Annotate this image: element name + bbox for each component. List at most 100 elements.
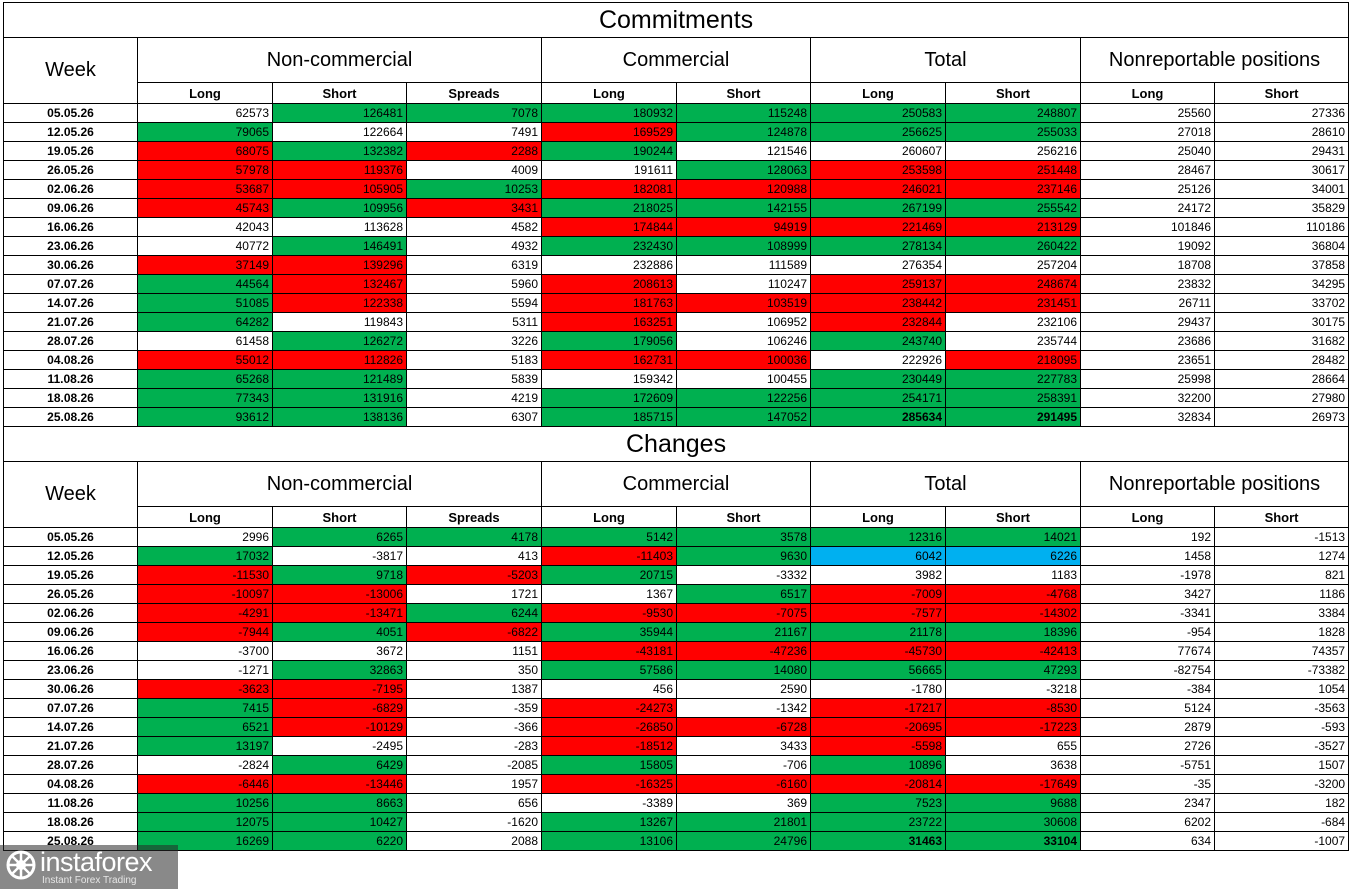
value-cell: -1007 bbox=[1213, 831, 1350, 851]
value-cell: -5203 bbox=[406, 565, 542, 585]
column-header: Long bbox=[541, 82, 677, 104]
column-header: Short bbox=[945, 82, 1081, 104]
value-cell: -2085 bbox=[406, 755, 542, 775]
column-header: Long bbox=[137, 82, 273, 104]
week-cell: 28.07.26 bbox=[3, 755, 138, 775]
value-cell: -16325 bbox=[541, 774, 677, 794]
value-cell: -384 bbox=[1080, 679, 1215, 699]
value-cell: 28467 bbox=[1080, 160, 1215, 180]
value-cell: 119376 bbox=[272, 160, 407, 180]
value-cell: -359 bbox=[406, 698, 542, 718]
week-cell: 16.06.26 bbox=[3, 217, 138, 237]
value-cell: -82754 bbox=[1080, 660, 1215, 680]
value-cell: 7078 bbox=[406, 103, 542, 123]
value-cell: 1151 bbox=[406, 641, 542, 661]
week-cell: 05.05.26 bbox=[3, 103, 138, 123]
value-cell: -18512 bbox=[541, 736, 677, 756]
value-cell: 456 bbox=[541, 679, 677, 699]
week-cell: 07.07.26 bbox=[3, 274, 138, 294]
value-cell: 235744 bbox=[945, 331, 1081, 351]
value-cell: -7944 bbox=[137, 622, 273, 642]
table-row: 25.08.26 16269 6220 2088 13106 24796 31463 3310… bbox=[3, 831, 1350, 851]
value-cell: 248674 bbox=[945, 274, 1081, 294]
week-cell: 18.08.26 bbox=[3, 812, 138, 832]
value-cell: 13106 bbox=[541, 831, 677, 851]
value-cell: 105905 bbox=[272, 179, 407, 199]
value-cell: 100036 bbox=[676, 350, 811, 370]
value-cell: 17032 bbox=[137, 546, 273, 566]
value-cell: 208613 bbox=[541, 274, 677, 294]
value-cell: 255033 bbox=[945, 122, 1081, 142]
value-cell: -20814 bbox=[810, 774, 946, 794]
value-cell: 6244 bbox=[406, 603, 542, 623]
value-cell: 1721 bbox=[406, 584, 542, 604]
value-cell: -26850 bbox=[541, 717, 677, 737]
group-header: Total bbox=[810, 37, 1081, 83]
table-row: 30.06.26 -3623 -7195 1387 456 2590 -1780 -3218-… bbox=[3, 679, 1350, 699]
table-row: 16.06.26 -3700 3672 1151 -43181 -47236 -45730-… bbox=[3, 641, 1350, 661]
value-cell: 25126 bbox=[1080, 179, 1215, 199]
value-cell: 291495 bbox=[945, 407, 1081, 427]
value-cell: -7195 bbox=[272, 679, 407, 699]
value-cell: 6307 bbox=[406, 407, 542, 427]
column-header: Long bbox=[137, 506, 273, 528]
value-cell: 45743 bbox=[137, 198, 273, 218]
value-cell: 35944 bbox=[541, 622, 677, 642]
value-cell: 42043 bbox=[137, 217, 273, 237]
value-cell: 119843 bbox=[272, 312, 407, 332]
value-cell: -14302 bbox=[945, 603, 1081, 623]
value-cell: -47236 bbox=[676, 641, 811, 661]
changes-subheader-row: Long Short Spreads Long Short Long Short Long Sh… bbox=[4, 506, 1350, 528]
value-cell: -11530 bbox=[137, 565, 273, 585]
value-cell: 213129 bbox=[945, 217, 1081, 237]
table-row: 21.07.26 13197 -2495 -283 -18512 3433 -5598 655… bbox=[3, 736, 1350, 756]
value-cell: -4768 bbox=[945, 584, 1081, 604]
value-cell: 254171 bbox=[810, 388, 946, 408]
value-cell: -3332 bbox=[676, 565, 811, 585]
value-cell: 31463 bbox=[810, 831, 946, 851]
value-cell: 32863 bbox=[272, 660, 407, 680]
week-cell: 28.07.26 bbox=[3, 331, 138, 351]
value-cell: 9688 bbox=[945, 793, 1081, 813]
value-cell: 2590 bbox=[676, 679, 811, 699]
value-cell: 126481 bbox=[272, 103, 407, 123]
value-cell: 56665 bbox=[810, 660, 946, 680]
column-header: Long bbox=[810, 82, 946, 104]
value-cell: 28664 bbox=[1213, 369, 1350, 389]
value-cell: 251448 bbox=[945, 160, 1081, 180]
value-cell: 231451 bbox=[945, 293, 1081, 313]
value-cell: -17217 bbox=[810, 698, 946, 718]
value-cell: 179056 bbox=[541, 331, 677, 351]
table-row: 05.05.26 2996 6265 4178 5142 3578 12316 14021 19… bbox=[3, 527, 1350, 547]
value-cell: 21178 bbox=[810, 622, 946, 642]
value-cell: -1271 bbox=[137, 660, 273, 680]
value-cell: 3431 bbox=[406, 198, 542, 218]
value-cell: 6265 bbox=[272, 527, 407, 547]
week-cell: 14.07.26 bbox=[3, 717, 138, 737]
week-cell: 16.06.26 bbox=[3, 641, 138, 661]
value-cell: 1367 bbox=[541, 584, 677, 604]
value-cell: -7009 bbox=[810, 584, 946, 604]
value-cell: 232844 bbox=[810, 312, 946, 332]
value-cell: 21801 bbox=[676, 812, 811, 832]
week-cell: 30.06.26 bbox=[3, 255, 138, 275]
value-cell: 5124 bbox=[1080, 698, 1215, 718]
value-cell: 253598 bbox=[810, 160, 946, 180]
week-cell: 02.06.26 bbox=[3, 179, 138, 199]
group-header: Nonreportable positions bbox=[1079, 461, 1350, 507]
value-cell: 64282 bbox=[137, 312, 273, 332]
value-cell: 122256 bbox=[676, 388, 811, 408]
value-cell: 4932 bbox=[406, 236, 542, 256]
value-cell: -6160 bbox=[676, 774, 811, 794]
value-cell: 180932 bbox=[541, 103, 677, 123]
value-cell: 258391 bbox=[945, 388, 1081, 408]
value-cell: 26973 bbox=[1213, 407, 1350, 427]
week-cell: 25.08.26 bbox=[3, 407, 138, 427]
value-cell: 5960 bbox=[406, 274, 542, 294]
value-cell: -3341 bbox=[1080, 603, 1215, 623]
value-cell: 110186 bbox=[1213, 217, 1350, 237]
value-cell: 131916 bbox=[272, 388, 407, 408]
value-cell: 218095 bbox=[945, 350, 1081, 370]
table-row: 18.08.26 77343 131916 4219 172609 122256 25417… bbox=[3, 388, 1350, 408]
table-row: 02.06.26 53687 105905 10253 182081 120988 2460… bbox=[3, 179, 1350, 199]
